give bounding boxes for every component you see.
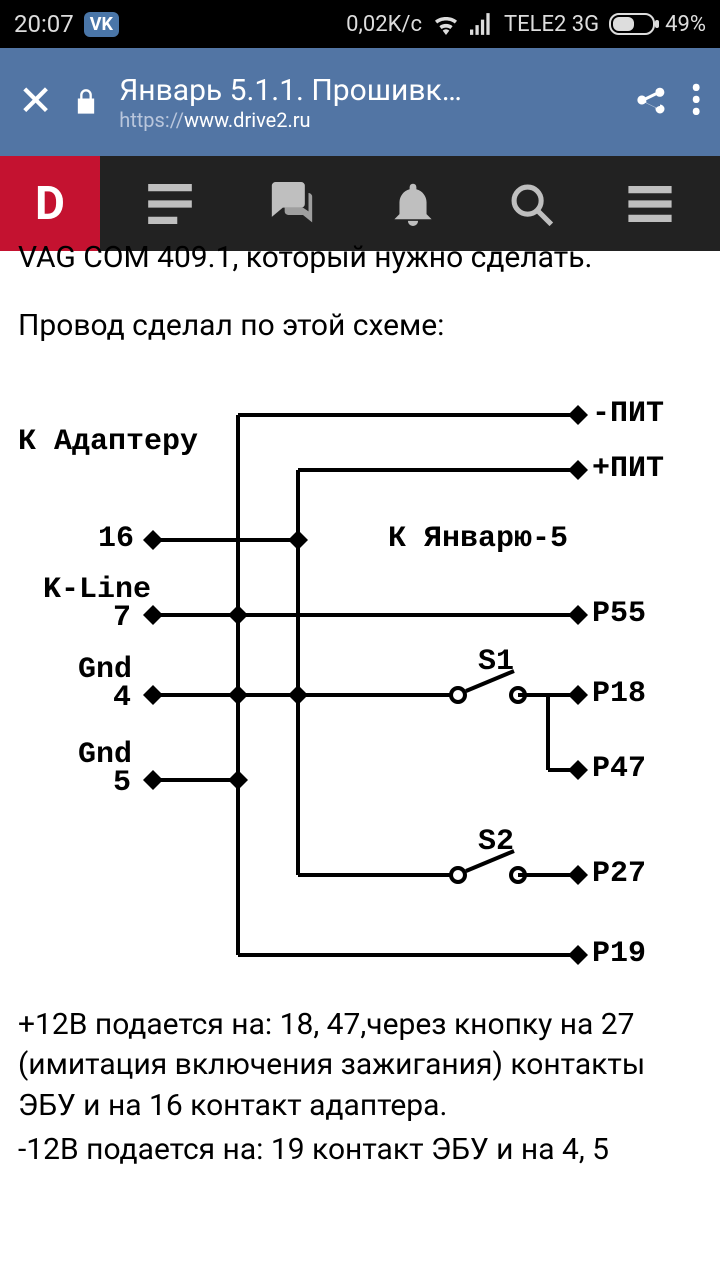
diagram-label: P47 bbox=[592, 752, 646, 786]
close-icon[interactable]: ✕ bbox=[18, 81, 53, 123]
page-title-block[interactable]: Январь 5.1.1. Прошивк… https://www.drive… bbox=[119, 73, 610, 132]
battery-fill bbox=[613, 17, 634, 31]
share-icon[interactable] bbox=[633, 82, 669, 122]
diagram-label: -ПИТ bbox=[592, 397, 664, 431]
carrier-label: TELE2 3G bbox=[504, 12, 599, 37]
cell-signal-icon bbox=[470, 13, 494, 35]
diagram-label: +ПИТ bbox=[592, 452, 664, 486]
diagram-label: S1 bbox=[478, 645, 514, 679]
diagram-label: S2 bbox=[478, 825, 514, 859]
browser-toolbar: ✕ Январь 5.1.1. Прошивк… https://www.dri… bbox=[0, 48, 720, 156]
diagram-label: К Адаптеру bbox=[18, 425, 198, 459]
diagram-label: K-Line bbox=[43, 573, 151, 607]
battery-percent: 49% bbox=[665, 12, 706, 37]
vk-notification-icon: VK bbox=[84, 12, 119, 37]
hamburger-icon[interactable] bbox=[628, 186, 672, 222]
wifi-icon bbox=[432, 13, 460, 35]
site-nav-items bbox=[100, 182, 720, 226]
feed-icon[interactable] bbox=[148, 184, 192, 224]
diagram-label: К Январю-5 bbox=[388, 522, 568, 556]
clock: 20:07 bbox=[14, 10, 74, 38]
network-speed: 0,02K/c bbox=[346, 12, 422, 37]
article-para-1: VAG COM 409.1, который нужно сделать. bbox=[18, 238, 702, 279]
diagram-label: P55 bbox=[592, 597, 646, 631]
diagram-label: 16 bbox=[98, 522, 134, 556]
diagram-label: 7 bbox=[113, 601, 131, 635]
diagram-label: P27 bbox=[592, 857, 646, 891]
article-para-4: -12В подается на: 19 контакт ЭБУ и на 4,… bbox=[18, 1130, 702, 1171]
messages-icon[interactable] bbox=[267, 182, 317, 226]
battery-icon bbox=[609, 13, 655, 35]
diagram-label: 5 bbox=[113, 766, 131, 800]
search-icon[interactable] bbox=[509, 182, 553, 226]
article-body-lower: +12В подается на: 18, 47,через кнопку на… bbox=[0, 1005, 720, 1189]
notifications-icon[interactable] bbox=[393, 182, 433, 226]
page-title: Январь 5.1.1. Прошивк… bbox=[119, 73, 610, 108]
diagram-label: 4 bbox=[113, 681, 131, 715]
status-left: 20:07 VK bbox=[14, 10, 119, 38]
page-url: https://www.drive2.ru bbox=[119, 108, 610, 132]
wiring-diagram: К Адаптеру16K-Line7Gnd4Gnd5-ПИТ+ПИТК Янв… bbox=[18, 385, 702, 995]
site-logo[interactable]: D bbox=[0, 156, 100, 251]
status-right: 0,02K/c TELE2 3G 49% bbox=[346, 12, 706, 37]
article-para-3: +12В подается на: 18, 47,через кнопку на… bbox=[18, 1005, 702, 1127]
diagram-label: P19 bbox=[592, 937, 646, 971]
article-para-2: Провод сделал по этой схеме: bbox=[18, 306, 702, 347]
overflow-menu-icon[interactable]: ••• bbox=[691, 84, 702, 120]
lock-icon bbox=[75, 88, 97, 116]
diagram-label: P18 bbox=[592, 677, 646, 711]
android-status-bar: 20:07 VK 0,02K/c TELE2 3G 49% bbox=[0, 0, 720, 48]
wiring-diagram-container: К Адаптеру16K-Line7Gnd4Gnd5-ПИТ+ПИТК Янв… bbox=[0, 365, 720, 1005]
